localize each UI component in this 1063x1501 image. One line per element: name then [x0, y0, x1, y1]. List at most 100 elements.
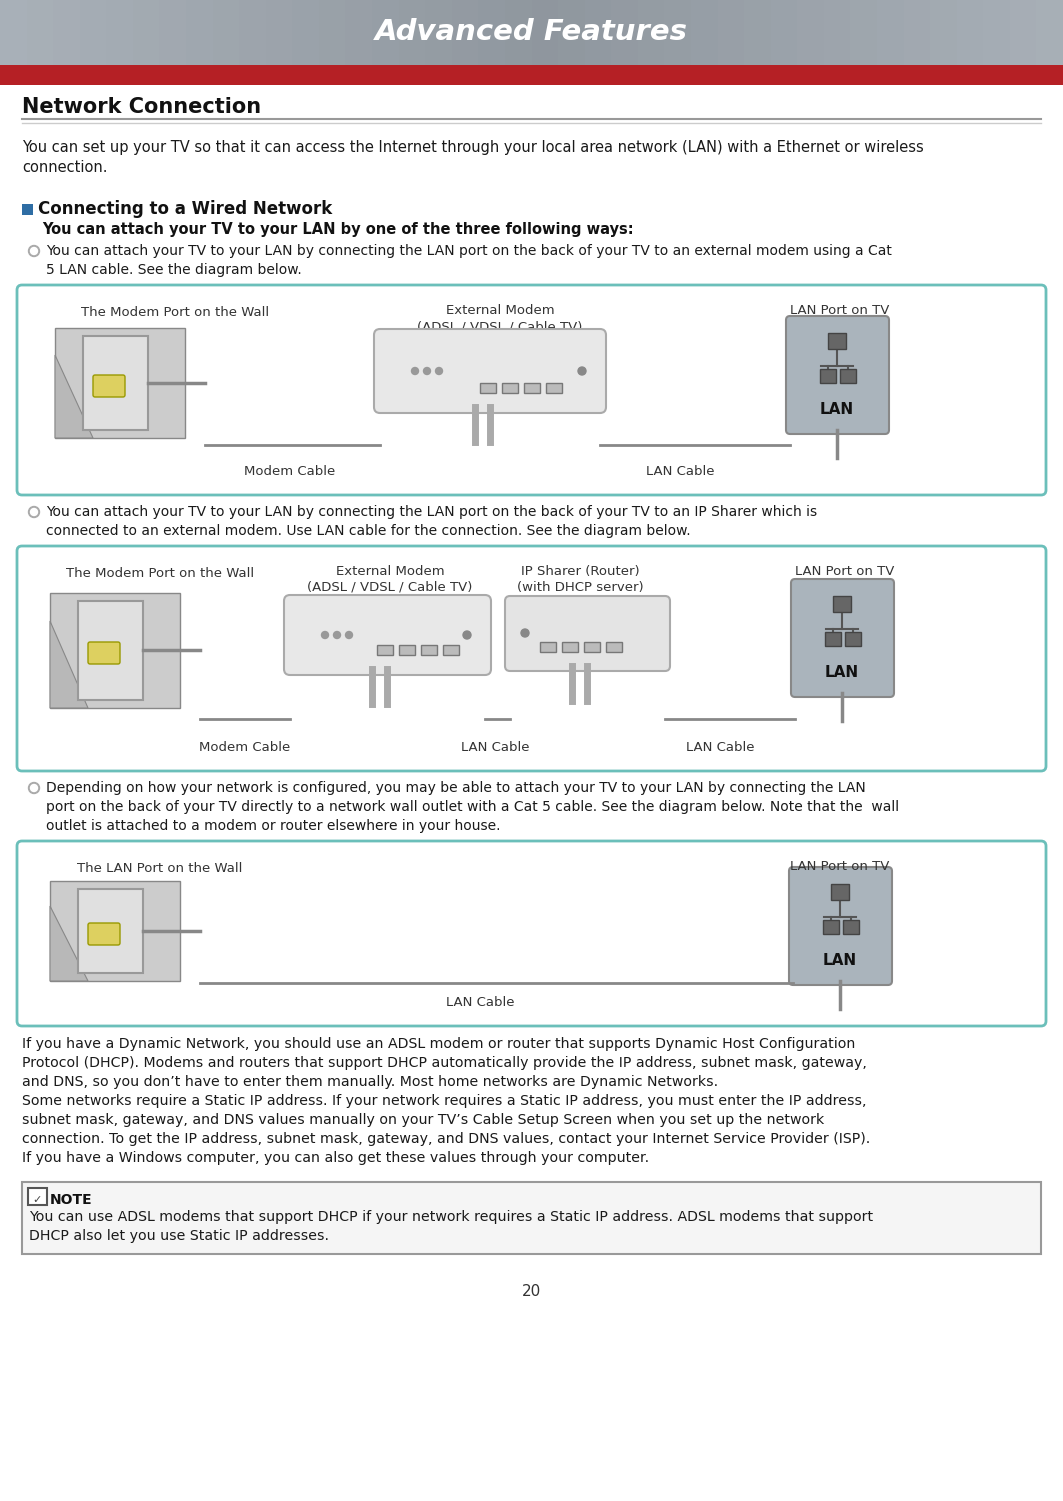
Text: (with DHCP server): (with DHCP server): [517, 581, 643, 594]
FancyBboxPatch shape: [186, 0, 214, 65]
Polygon shape: [50, 621, 88, 708]
Circle shape: [321, 632, 328, 638]
FancyBboxPatch shape: [791, 579, 894, 696]
Text: Protocol (DHCP). Modems and routers that support DHCP automatically provide the : Protocol (DHCP). Modems and routers that…: [22, 1057, 866, 1070]
FancyBboxPatch shape: [606, 642, 622, 651]
FancyBboxPatch shape: [744, 0, 772, 65]
Text: The LAN Port on the Wall: The LAN Port on the Wall: [78, 862, 242, 875]
Text: The Modem Port on the Wall: The Modem Port on the Wall: [81, 306, 269, 320]
FancyBboxPatch shape: [983, 0, 1011, 65]
FancyBboxPatch shape: [88, 923, 120, 946]
Text: Modem Cable: Modem Cable: [200, 741, 290, 754]
FancyBboxPatch shape: [80, 0, 107, 65]
FancyBboxPatch shape: [27, 0, 54, 65]
FancyBboxPatch shape: [840, 369, 856, 383]
FancyBboxPatch shape: [585, 0, 612, 65]
FancyBboxPatch shape: [17, 285, 1046, 495]
FancyBboxPatch shape: [480, 383, 496, 393]
Text: Network Connection: Network Connection: [22, 98, 261, 117]
FancyBboxPatch shape: [213, 0, 240, 65]
FancyBboxPatch shape: [284, 594, 491, 675]
FancyBboxPatch shape: [797, 0, 825, 65]
FancyBboxPatch shape: [0, 65, 1063, 86]
Text: DHCP also let you use Static IP addresses.: DHCP also let you use Static IP addresse…: [29, 1229, 330, 1243]
FancyBboxPatch shape: [524, 383, 540, 393]
FancyBboxPatch shape: [106, 0, 134, 65]
Text: You can attach your TV to your LAN by connecting the LAN port on the back of you: You can attach your TV to your LAN by co…: [46, 245, 892, 258]
FancyBboxPatch shape: [78, 889, 144, 973]
Text: 20: 20: [522, 1283, 541, 1298]
Circle shape: [334, 632, 340, 638]
FancyBboxPatch shape: [133, 0, 161, 65]
Text: Modem Cable: Modem Cable: [244, 465, 336, 477]
Text: IP Sharer (Router): IP Sharer (Router): [521, 564, 639, 578]
FancyBboxPatch shape: [558, 0, 586, 65]
Polygon shape: [50, 907, 88, 982]
Text: and DNS, so you don’t have to enter them manually. Most home networks are Dynami: and DNS, so you don’t have to enter them…: [22, 1075, 719, 1090]
FancyBboxPatch shape: [1010, 0, 1037, 65]
FancyBboxPatch shape: [845, 632, 861, 645]
FancyBboxPatch shape: [505, 596, 670, 671]
Text: LAN Cable: LAN Cable: [645, 465, 714, 477]
FancyBboxPatch shape: [159, 0, 187, 65]
FancyBboxPatch shape: [584, 642, 600, 651]
FancyBboxPatch shape: [53, 0, 81, 65]
FancyBboxPatch shape: [771, 0, 798, 65]
Text: LAN: LAN: [820, 402, 854, 417]
Text: You can attach your TV to your LAN by one of the three following ways:: You can attach your TV to your LAN by on…: [43, 222, 634, 237]
Text: If you have a Dynamic Network, you should use an ADSL modem or router that suppo: If you have a Dynamic Network, you shoul…: [22, 1037, 856, 1051]
FancyBboxPatch shape: [478, 0, 506, 65]
FancyBboxPatch shape: [904, 0, 931, 65]
Text: LAN Cable: LAN Cable: [460, 741, 529, 754]
Text: subnet mask, gateway, and DNS values manually on your TV’s Cable Setup Screen wh: subnet mask, gateway, and DNS values man…: [22, 1114, 824, 1127]
FancyBboxPatch shape: [823, 920, 839, 934]
FancyBboxPatch shape: [825, 632, 841, 645]
FancyBboxPatch shape: [502, 383, 518, 393]
Text: Connecting to a Wired Network: Connecting to a Wired Network: [38, 200, 333, 218]
FancyBboxPatch shape: [17, 841, 1046, 1027]
Text: The Modem Port on the Wall: The Modem Port on the Wall: [66, 567, 254, 579]
Text: NOTE: NOTE: [50, 1193, 92, 1207]
FancyBboxPatch shape: [850, 0, 878, 65]
FancyBboxPatch shape: [786, 317, 889, 434]
FancyBboxPatch shape: [957, 0, 984, 65]
Text: External Modem: External Modem: [336, 564, 444, 578]
FancyBboxPatch shape: [92, 375, 125, 396]
Circle shape: [31, 248, 37, 255]
FancyBboxPatch shape: [88, 642, 120, 663]
FancyBboxPatch shape: [664, 0, 692, 65]
FancyBboxPatch shape: [562, 642, 578, 651]
Text: connected to an external modem. Use LAN cable for the connection. See the diagra: connected to an external modem. Use LAN …: [46, 524, 691, 537]
FancyBboxPatch shape: [452, 0, 479, 65]
FancyBboxPatch shape: [820, 369, 836, 383]
Text: LAN: LAN: [825, 665, 859, 680]
FancyBboxPatch shape: [789, 868, 892, 985]
Circle shape: [345, 632, 353, 638]
FancyBboxPatch shape: [55, 329, 185, 438]
Text: (ADSL / VDSL / Cable TV): (ADSL / VDSL / Cable TV): [418, 320, 583, 333]
FancyBboxPatch shape: [22, 204, 33, 215]
Text: LAN Cable: LAN Cable: [686, 741, 755, 754]
FancyBboxPatch shape: [824, 0, 851, 65]
Text: Some networks require a Static IP address. If your network requires a Static IP : Some networks require a Static IP addres…: [22, 1094, 866, 1108]
FancyBboxPatch shape: [843, 920, 859, 934]
Circle shape: [521, 629, 529, 636]
Text: connection.: connection.: [22, 161, 107, 176]
Circle shape: [31, 509, 37, 515]
Text: Advanced Features: Advanced Features: [375, 18, 688, 47]
Text: (ADSL / VDSL / Cable TV): (ADSL / VDSL / Cable TV): [307, 581, 473, 594]
Text: outlet is attached to a modem or router elsewhere in your house.: outlet is attached to a modem or router …: [46, 820, 501, 833]
FancyBboxPatch shape: [833, 596, 851, 612]
Polygon shape: [55, 356, 92, 438]
Circle shape: [578, 368, 586, 375]
FancyBboxPatch shape: [399, 0, 426, 65]
Text: LAN Port on TV: LAN Port on TV: [795, 564, 895, 578]
Circle shape: [31, 785, 37, 791]
FancyBboxPatch shape: [877, 0, 905, 65]
Text: You can use ADSL modems that support DHCP if your network requires a Static IP a: You can use ADSL modems that support DHC…: [29, 1210, 873, 1223]
FancyBboxPatch shape: [50, 881, 180, 982]
Text: 5 LAN cable. See the diagram below.: 5 LAN cable. See the diagram below.: [46, 263, 302, 278]
FancyBboxPatch shape: [239, 0, 267, 65]
Text: connection. To get the IP address, subnet mask, gateway, and DNS values, contact: connection. To get the IP address, subne…: [22, 1132, 871, 1145]
FancyBboxPatch shape: [828, 333, 846, 350]
